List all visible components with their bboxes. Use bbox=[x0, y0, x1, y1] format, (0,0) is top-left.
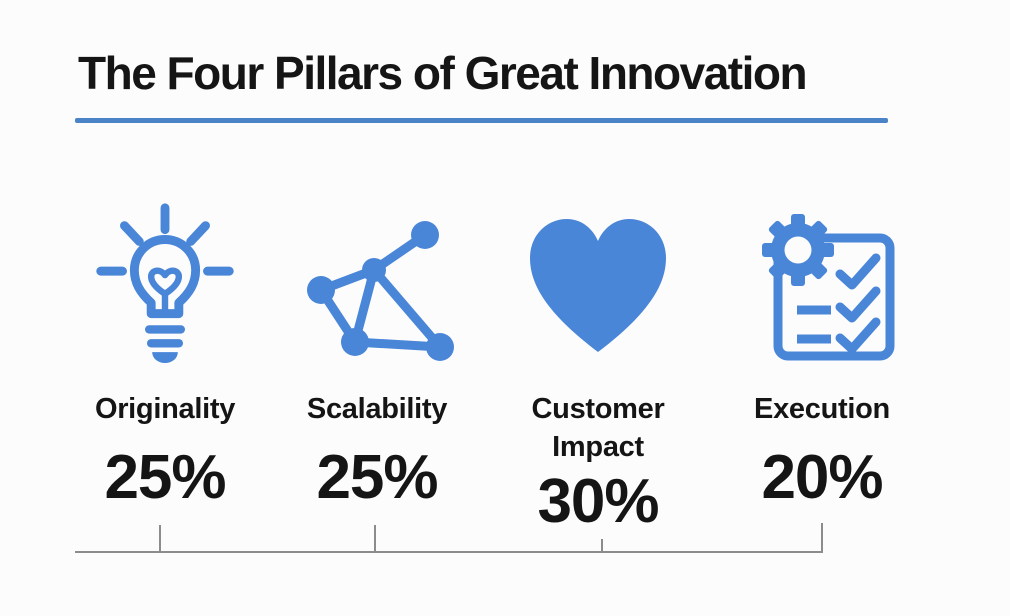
pillar-value: 25% bbox=[104, 443, 226, 512]
pillar-execution: Execution 20% bbox=[712, 196, 932, 512]
icon-box bbox=[55, 196, 275, 368]
page-title: The Four Pillars of Great Innovation bbox=[78, 47, 808, 99]
gear-part bbox=[762, 214, 834, 286]
bottom-ruler-line bbox=[75, 551, 823, 553]
pillar-customer-impact: Customer Impact 30% bbox=[488, 196, 708, 536]
network-graph-icon bbox=[307, 221, 454, 361]
pillar-label: Execution bbox=[754, 393, 890, 425]
icon-box bbox=[712, 196, 932, 368]
icon-box bbox=[488, 196, 708, 368]
ruler-tick-customer-impact bbox=[601, 539, 603, 551]
pillar-label: Originality bbox=[94, 393, 236, 425]
pillar-originality: Originality 25% bbox=[55, 196, 275, 512]
heart-icon bbox=[530, 219, 666, 352]
ruler-tick-scalability bbox=[374, 525, 376, 551]
ruler-tick-execution bbox=[821, 523, 823, 551]
pillar-label: Scalability bbox=[306, 393, 448, 425]
icon-box bbox=[267, 196, 487, 368]
pillar-label: Customer Impact bbox=[531, 393, 665, 463]
pillar-value: 30% bbox=[537, 467, 659, 536]
pillar-scalability: Scalability 25% bbox=[267, 196, 487, 512]
gear-checklist-icon bbox=[762, 214, 895, 361]
ruler-tick-originality bbox=[159, 525, 161, 551]
pillar-value: 25% bbox=[316, 443, 438, 512]
lightbulb-icon bbox=[96, 203, 234, 364]
pillar-value: 20% bbox=[761, 443, 883, 512]
title-underline bbox=[75, 118, 888, 123]
